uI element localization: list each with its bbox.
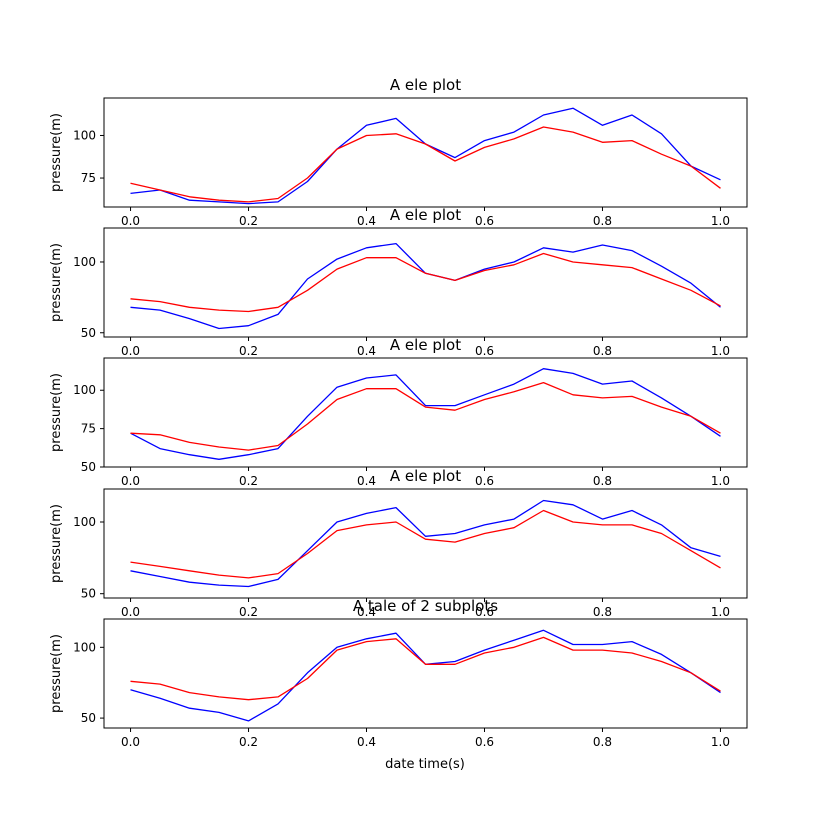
y-axis-label: pressure(m)	[49, 373, 64, 452]
subplot-4: 0.0 0.2 0.4 0.6 0.8 1.0 50 100 A ele plot pressur…	[49, 467, 748, 619]
y-tick-label: 50	[81, 326, 96, 340]
x-tick-label: 1.0	[711, 605, 730, 619]
y-tick-label: 100	[73, 515, 96, 529]
x-tick-label: 1.0	[711, 474, 730, 488]
x-tick-label: 0.0	[121, 344, 140, 358]
subplot-title: A ele plot	[390, 206, 461, 224]
x-tick-label: 0.4	[357, 214, 376, 228]
x-tick-label: 1.0	[711, 214, 730, 228]
x-tick-label: 1.0	[711, 735, 730, 749]
y-tick-label: 100	[73, 128, 96, 142]
x-tick-label: 0.4	[357, 344, 376, 358]
axes-frame	[103, 488, 748, 599]
x-tick-label: 0.8	[593, 474, 612, 488]
y-tick-label: 75	[81, 171, 96, 185]
x-tick-label: 0.6	[475, 605, 494, 619]
y-axis-label: pressure(m)	[49, 504, 64, 583]
x-tick-label: 0.4	[357, 735, 376, 749]
x-tick-label: 0.4	[357, 605, 376, 619]
x-axis-label: date time(s)	[385, 757, 465, 772]
subplot-1: 0.0 0.2 0.4 0.6 0.8 1.0 75 100 A ele plot pressur…	[49, 76, 748, 228]
x-tick-label: 0.8	[593, 605, 612, 619]
y-tick-label: 75	[81, 422, 96, 436]
y-tick-label: 100	[73, 383, 96, 397]
axes-frame	[103, 227, 748, 338]
x-tick-label: 0.0	[121, 214, 140, 228]
series-line-2	[130, 126, 721, 203]
subplot-title: A ele plot	[390, 76, 461, 94]
subplot-5: 0.0 0.2 0.4 0.6 0.8 1.0 50 100 A tale of 2 subpl…	[49, 597, 748, 749]
series-line-2	[130, 509, 721, 579]
axes-frame	[103, 97, 748, 208]
x-tick-label: 0.6	[475, 735, 494, 749]
x-tick-label: 0.6	[475, 344, 494, 358]
y-tick-label: 50	[81, 711, 96, 725]
x-tick-label: 0.6	[475, 214, 494, 228]
series-line-1	[130, 368, 721, 460]
y-tick-label: 50	[81, 460, 96, 474]
subplot-3: 0.0 0.2 0.4 0.6 0.8 1.0 50 75 100 A ele plot press…	[49, 336, 748, 488]
x-tick-label: 0.0	[121, 605, 140, 619]
x-tick-label: 0.8	[593, 735, 612, 749]
x-tick-label: 0.2	[239, 344, 258, 358]
x-tick-label: 0.4	[357, 474, 376, 488]
x-tick-label: 0.8	[593, 214, 612, 228]
x-tick-label: 0.0	[121, 735, 140, 749]
subplot-2: 0.0 0.2 0.4 0.6 0.8 1.0 50 100 A ele plot pressur…	[49, 206, 748, 358]
x-tick-label: 0.8	[593, 344, 612, 358]
y-tick-label: 50	[81, 587, 96, 601]
series-line-2	[130, 381, 721, 451]
axes-frame	[103, 357, 748, 468]
series-line-2	[130, 636, 721, 701]
x-tick-label: 0.2	[239, 214, 258, 228]
x-tick-label: 0.2	[239, 605, 258, 619]
subplot-title: A ele plot	[390, 467, 461, 485]
series-line-1	[130, 499, 721, 588]
y-axis-label: pressure(m)	[49, 113, 64, 192]
x-tick-label: 0.2	[239, 735, 258, 749]
x-tick-label: 0.2	[239, 474, 258, 488]
y-tick-label: 100	[73, 255, 96, 269]
subplot-title: A ele plot	[390, 336, 461, 354]
subplot-title: A tale of 2 subplots	[353, 597, 498, 615]
subplots: 0.0 0.2 0.4 0.6 0.8 1.0 75 100 A ele plot pressur…	[49, 76, 748, 749]
x-tick-label: 0.0	[121, 474, 140, 488]
axes-frame	[103, 618, 748, 729]
y-axis-label: pressure(m)	[49, 243, 64, 322]
x-tick-label: 0.6	[475, 474, 494, 488]
series-line-2	[130, 252, 721, 313]
x-tick-label: 1.0	[711, 344, 730, 358]
y-tick-label: 100	[73, 640, 96, 654]
y-axis-label: pressure(m)	[49, 634, 64, 713]
